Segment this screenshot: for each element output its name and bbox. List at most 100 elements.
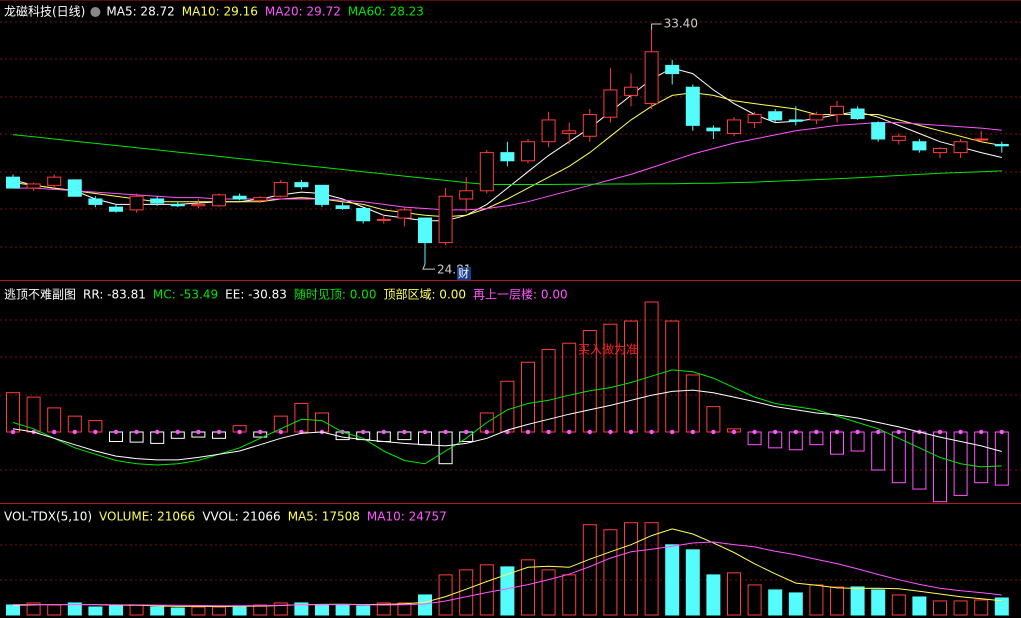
bar [624,320,638,433]
bar [850,586,865,616]
bar [768,589,783,616]
bar [788,592,803,616]
bar [871,589,886,616]
candle-body [644,51,659,105]
baseline-dot [793,429,798,435]
bar [912,596,927,616]
header-text: 顶部区域: 0.00 [383,287,466,302]
bar [788,431,803,451]
bar [871,431,886,471]
bar [47,407,62,433]
bar [891,594,906,616]
candle-body [212,194,226,207]
bar [315,412,329,433]
bar [88,606,103,616]
line-series [13,541,1002,607]
bar [315,604,329,616]
bar [273,602,288,616]
candle-body [974,138,989,141]
bar [273,415,288,433]
baseline-dot [422,429,428,435]
frame [0,0,1021,504]
candle-body [603,89,618,118]
bar [685,374,700,433]
bar [624,522,638,616]
candle-body [109,206,123,212]
candle-body [521,141,535,162]
header-text: MA60: 28.23 [348,5,424,19]
baseline-dot [258,429,263,435]
baseline-dot [587,429,592,435]
bar [603,323,618,433]
bar [356,605,371,616]
bar [562,574,577,616]
baseline-dot [93,429,98,435]
candle-body [438,195,453,244]
baseline-dot [979,429,984,435]
baseline-dot [937,429,943,435]
baseline-dot [896,429,901,435]
bar [891,431,906,484]
candle-body [953,141,968,154]
candle-body [47,176,62,186]
bar [953,600,968,616]
baseline-dot [443,429,448,435]
baseline-dot [52,429,57,435]
bar [706,406,721,433]
bar [253,604,268,616]
baseline-dot [464,429,469,435]
header-text: EE: -30.83 [225,288,287,302]
bar [26,396,41,433]
candle-body [418,217,432,244]
baseline-dot [834,429,840,435]
baseline-dot [649,429,654,435]
baseline-dot [196,429,201,435]
bar [6,604,20,616]
candle-body [232,195,247,200]
bar [521,361,535,433]
candle-body [850,108,865,120]
baseline-dot [999,429,1004,435]
bar [644,522,659,616]
candle-body [541,119,556,143]
baseline-dot [175,429,180,435]
bar [933,600,947,616]
header-text: MA20: 29.72 [265,5,341,19]
baseline-dot [113,429,119,435]
candle-body [582,113,597,137]
bar [727,572,741,616]
bar [67,602,82,616]
annotation: 财 [458,266,469,280]
baseline-dot [361,429,366,435]
candle-body [6,176,20,189]
candle-body [335,205,350,209]
baseline-dot [216,429,222,435]
bar [706,574,721,616]
bar [994,431,1009,486]
bar [747,584,762,616]
bar [603,529,618,616]
annotation-arrow [651,23,662,30]
candle-body [191,203,206,207]
annotation-box [457,267,471,281]
candle-body [479,152,494,192]
bar [294,602,309,616]
bar [232,605,247,616]
candle-body [809,113,824,121]
header-text: 龙磁科技(日线) [4,4,85,19]
baseline-dot [855,429,860,435]
baseline-dot [546,429,551,435]
candle-body [397,209,412,219]
baseline-dot [876,429,881,435]
bar [26,602,41,616]
bar [974,599,989,616]
baseline-dot [134,429,139,435]
baseline-dot [958,429,963,435]
bar [150,606,165,616]
annotation: 买入做为准 [578,342,638,357]
header-text: 再上一层楼: 0.00 [473,287,568,302]
baseline-dot [72,429,78,435]
baseline-dot [567,429,572,435]
